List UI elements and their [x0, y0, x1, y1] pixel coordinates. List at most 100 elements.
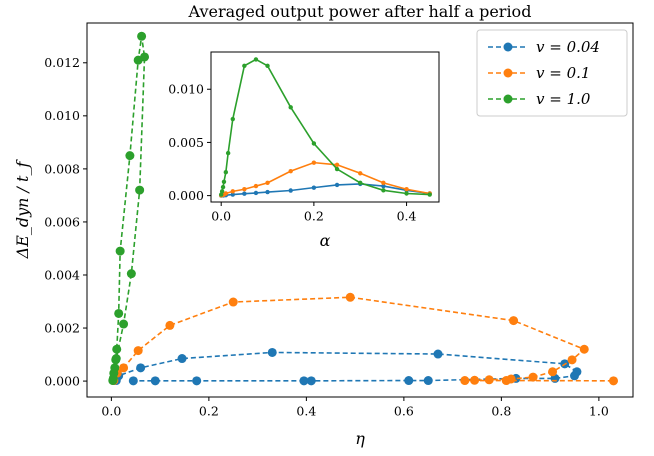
main-data-point — [119, 319, 129, 329]
main-data-point — [125, 151, 135, 161]
inset-data-point — [288, 105, 293, 110]
main-data-point — [470, 375, 480, 385]
inset-data-point — [220, 184, 226, 190]
main-series-line — [113, 296, 614, 382]
main-data-point — [114, 308, 124, 318]
inset-series-line — [220, 161, 430, 197]
main-series-line — [115, 351, 579, 382]
main-data-point — [501, 376, 511, 386]
inset-data-point — [225, 150, 231, 156]
main-data-point — [484, 375, 494, 385]
main-x-tick-label: 0.8 — [491, 404, 511, 419]
main-data-point — [228, 297, 238, 307]
main-data-point — [267, 347, 277, 357]
inset-data-point — [223, 191, 229, 196]
main-data-point — [579, 344, 589, 354]
legend-box — [476, 29, 628, 117]
main-y-tick-label: 0.010 — [44, 108, 80, 123]
main-data-point — [299, 376, 309, 386]
main-data-point — [509, 316, 519, 326]
main-x-tick-label: 0.4 — [296, 404, 316, 419]
main-data-point — [119, 363, 129, 373]
main-y-tick-label: 0.000 — [44, 373, 80, 388]
main-data-point — [460, 376, 470, 386]
inset-data-point — [230, 189, 235, 194]
legend-marker — [503, 94, 513, 104]
main-data-point — [133, 346, 143, 356]
legend-label: v = 0.1 — [536, 64, 590, 82]
main-data-point — [192, 376, 202, 386]
main-data-point — [528, 372, 538, 382]
inset-data-point — [381, 180, 386, 186]
inset-data-point — [242, 187, 247, 192]
main-y-tick-label: 0.002 — [44, 320, 80, 335]
inset-data-point — [381, 183, 386, 189]
inset-data-point — [358, 171, 363, 176]
inset-data-point — [265, 63, 270, 69]
inset-data-point — [358, 180, 363, 186]
inset-data-point — [230, 116, 235, 122]
inset-data-point — [288, 168, 293, 174]
inset-data-point — [242, 191, 247, 196]
main-series-line — [112, 36, 146, 381]
main-data-point — [433, 349, 443, 359]
chart-title: Averaged output power after half a perio… — [188, 2, 532, 21]
inset-data-point — [288, 188, 293, 193]
main-data-point — [140, 52, 150, 62]
main-data-point — [112, 344, 122, 354]
main-data-point — [115, 246, 125, 256]
main-plot-frame — [86, 22, 634, 398]
main-x-tick-label: 1.0 — [589, 404, 609, 419]
inset-data-point — [404, 191, 409, 196]
main-data-point — [345, 292, 355, 302]
main-data-point — [136, 363, 146, 373]
inset-data-point — [253, 190, 259, 196]
inset-data-point — [230, 192, 235, 197]
inset-series-line — [221, 183, 430, 197]
inset-data-point — [253, 183, 259, 189]
inset-series-line — [220, 58, 430, 196]
inset-y-tick-label: 0.005 — [168, 135, 204, 150]
main-data-point — [423, 376, 433, 386]
inset-data-point — [404, 187, 409, 192]
main-y-tick-label: 0.004 — [44, 267, 80, 282]
main-data-point — [548, 367, 558, 377]
inset-data-point — [219, 189, 225, 194]
inset-data-point — [223, 170, 229, 175]
inset-x-tick-label: 0.2 — [304, 209, 324, 224]
inset-data-point — [311, 141, 317, 146]
inset-data-point — [311, 185, 317, 190]
legend-marker — [503, 68, 513, 78]
inset-data-point — [334, 182, 340, 188]
inset-data-point — [334, 166, 340, 172]
main-data-point — [404, 376, 414, 386]
legend-label: v = 1.0 — [536, 90, 591, 108]
main-y-tick-label: 0.008 — [44, 161, 80, 176]
main-data-point — [128, 376, 138, 386]
main-x-tick-label: 0.6 — [394, 404, 414, 419]
main-data-point — [177, 354, 187, 364]
main-y-tick-label: 0.012 — [44, 55, 80, 70]
inset-data-point — [265, 180, 270, 186]
main-data-point — [609, 376, 618, 386]
inset-x-tick-label: 0.4 — [397, 209, 417, 224]
main-y-tick-label: 0.006 — [44, 214, 80, 229]
inset-data-point — [381, 188, 386, 193]
main-data-point — [111, 354, 121, 364]
inset-data-point — [427, 192, 432, 197]
inset-plot-frame — [210, 51, 440, 203]
main-data-point — [137, 31, 147, 41]
inset-data-point — [334, 162, 340, 167]
inset-data-point — [242, 63, 247, 69]
legend: v = 0.04 v = 0.1 v = 1.0 — [476, 29, 628, 117]
inset-x-axis-label: α — [320, 231, 331, 250]
main-data-point — [165, 320, 175, 330]
main-data-point — [150, 376, 160, 386]
main-x-tick-label: 0.0 — [101, 404, 121, 419]
main-data-point — [135, 185, 145, 195]
legend-label: v = 0.04 — [536, 38, 600, 56]
main-data-point — [570, 371, 579, 381]
inset-data-point — [311, 160, 317, 165]
main-data-point — [126, 269, 136, 279]
